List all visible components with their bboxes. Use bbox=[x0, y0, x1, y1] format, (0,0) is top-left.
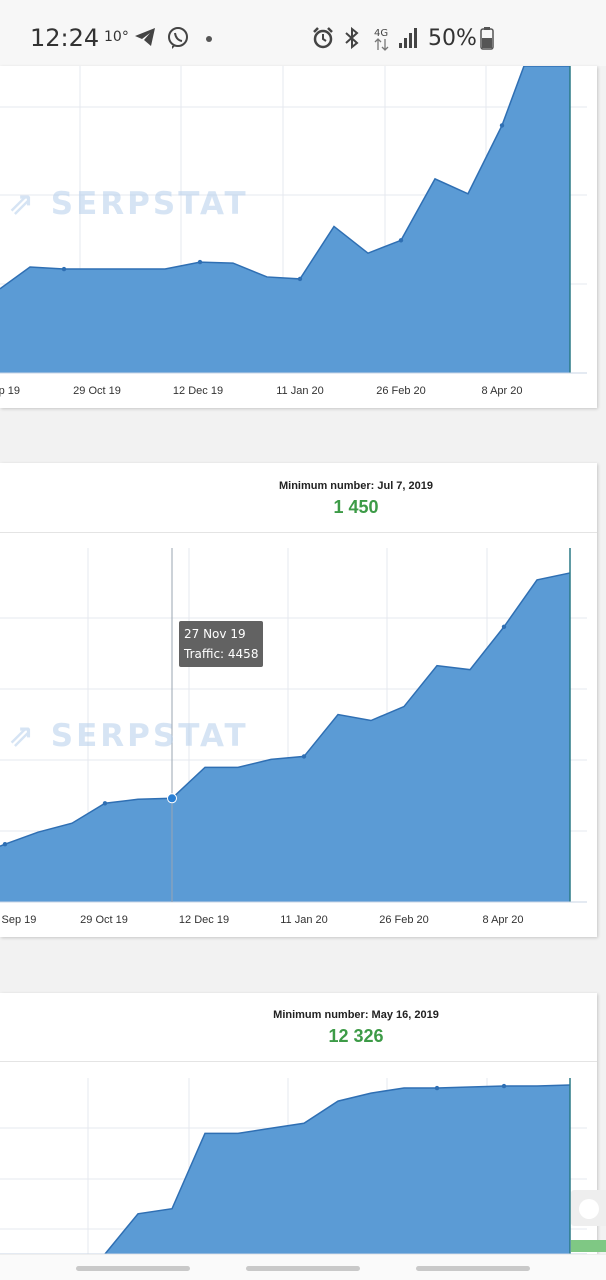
x-tick-label: 11 Jan 20 bbox=[276, 385, 324, 397]
data-point bbox=[501, 1083, 507, 1089]
data-point bbox=[434, 1085, 440, 1091]
minimum-number-value: 12 326 bbox=[328, 1026, 384, 1046]
nav-recents-button[interactable] bbox=[76, 1266, 190, 1271]
serpstat-watermark: ⇗ SERPSTAT bbox=[8, 186, 249, 222]
x-tick-label: Sep 19 bbox=[1, 914, 37, 926]
x-tick-label: 8 Apr 20 bbox=[482, 914, 524, 926]
notification-dot-icon bbox=[206, 36, 212, 42]
x-tick-label: 11 Jan 20 bbox=[280, 914, 328, 926]
alarm-icon bbox=[313, 27, 333, 49]
battery-percentage: 50% bbox=[428, 26, 477, 51]
clock-time: 12:24 bbox=[30, 24, 100, 52]
status-bar: 12:24 10° 4G 50% bbox=[0, 0, 606, 66]
minimum-number-label: Minimum number: May 16, 2019 bbox=[273, 1009, 439, 1021]
nav-home-button[interactable] bbox=[246, 1266, 360, 1271]
traffic-area bbox=[0, 66, 570, 373]
traffic-area bbox=[105, 1085, 570, 1254]
active-data-point bbox=[167, 793, 177, 804]
bluetooth-icon bbox=[345, 26, 359, 50]
area-chart-1 bbox=[0, 66, 587, 374]
x-tick-label: 29 Oct 19 bbox=[80, 914, 128, 926]
area-chart-3 bbox=[0, 1078, 587, 1254]
x-tick-label: 12 Dec 19 bbox=[172, 385, 224, 397]
svg-text:4G: 4G bbox=[374, 28, 388, 39]
traffic-line bbox=[104, 1084, 571, 1254]
nav-back-button[interactable] bbox=[416, 1266, 530, 1271]
telegram-icon bbox=[135, 28, 155, 46]
data-point bbox=[398, 238, 404, 243]
x-tick-label: 26 Feb 20 bbox=[379, 914, 429, 926]
data-point bbox=[499, 123, 505, 128]
minimum-number-label: Minimum number: Jul 7, 2019 bbox=[278, 480, 434, 492]
traffic-line bbox=[0, 572, 571, 847]
data-point bbox=[61, 266, 67, 272]
data-point bbox=[301, 754, 307, 759]
x-tick-label: 8 Apr 20 bbox=[481, 385, 523, 397]
mobile-data-4g-icon: 4G bbox=[374, 28, 389, 51]
serpstat-watermark: ⇗ SERPSTAT bbox=[8, 718, 249, 754]
data-point bbox=[197, 259, 203, 265]
data-point bbox=[501, 624, 507, 629]
weather-temperature: 10° bbox=[104, 29, 129, 45]
battery-icon bbox=[480, 27, 494, 50]
data-point bbox=[102, 801, 108, 806]
traffic-line bbox=[0, 66, 570, 290]
scroll-top-icon bbox=[579, 1199, 599, 1219]
tooltip-traffic: Traffic: 4458 bbox=[184, 647, 259, 661]
traffic-chart-card-1: ⇗ SERPSTAT p 19 29 Oct 19 12 Dec 19 11 Jan … bbox=[0, 66, 597, 408]
traffic-chart-card-3: Minimum number: May 16, 2019 12 326 bbox=[0, 993, 597, 1254]
data-point bbox=[2, 841, 8, 847]
feedback-tab[interactable] bbox=[571, 1240, 606, 1252]
data-point bbox=[297, 276, 303, 282]
x-tick-label: p 19 bbox=[0, 385, 20, 397]
traffic-area bbox=[0, 572, 570, 902]
chart-tooltip: 27 Nov 19 Traffic: 4458 bbox=[179, 621, 264, 667]
tooltip-date: 27 Nov 19 bbox=[184, 627, 246, 641]
signal-strength-icon bbox=[399, 28, 417, 48]
x-tick-label: 12 Dec 19 bbox=[178, 914, 230, 926]
scroll-top-button[interactable] bbox=[571, 1190, 606, 1226]
viber-icon bbox=[168, 27, 188, 49]
area-chart-2[interactable] bbox=[0, 463, 597, 937]
x-tick-label: 26 Feb 20 bbox=[376, 385, 426, 397]
serpstat-logo-icon: ⇗ bbox=[8, 718, 37, 754]
traffic-chart-card-2: Minimum number: Jul 7, 2019 1 450 ⇗ SERP… bbox=[0, 463, 597, 937]
serpstat-logo-icon: ⇗ bbox=[8, 186, 37, 222]
system-navigation-bar bbox=[0, 1254, 606, 1280]
minimum-number-value: 1 450 bbox=[333, 497, 379, 517]
x-tick-label: 29 Oct 19 bbox=[73, 385, 121, 397]
